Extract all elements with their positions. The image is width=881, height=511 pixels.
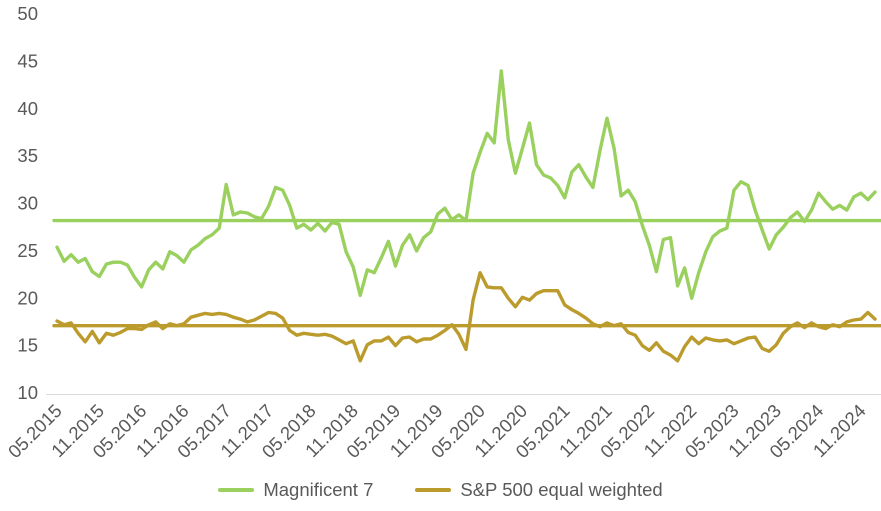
y-axis-tick-label: 50 [17, 3, 38, 24]
y-axis-tick-label: 30 [17, 193, 38, 214]
y-axis-tick-label: 45 [17, 50, 38, 71]
y-axis-tick-label: 20 [17, 287, 38, 308]
y-axis-tick-label: 25 [17, 240, 38, 261]
y-axis-tick-label: 15 [17, 335, 38, 356]
series-line-sp500-equal-weighted [55, 271, 877, 363]
legend-label-magnificent-7: Magnificent 7 [263, 479, 374, 500]
chart-legend: Magnificent 7 S&P 500 equal weighted [0, 479, 881, 501]
y-axis-tick-label: 10 [17, 382, 38, 403]
legend-item-sp500-equal-weighted: S&P 500 equal weighted [415, 479, 663, 501]
legend-label-sp500-equal-weighted: S&P 500 equal weighted [460, 479, 663, 500]
series-line-magnificent-7 [55, 69, 877, 300]
legend-item-magnificent-7: Magnificent 7 [218, 479, 373, 501]
y-axis-tick-label: 35 [17, 145, 38, 166]
legend-marker-sp500-equal-weighted [415, 488, 452, 492]
y-axis-tick-label: 40 [17, 98, 38, 119]
legend-marker-magnificent-7 [218, 488, 255, 492]
